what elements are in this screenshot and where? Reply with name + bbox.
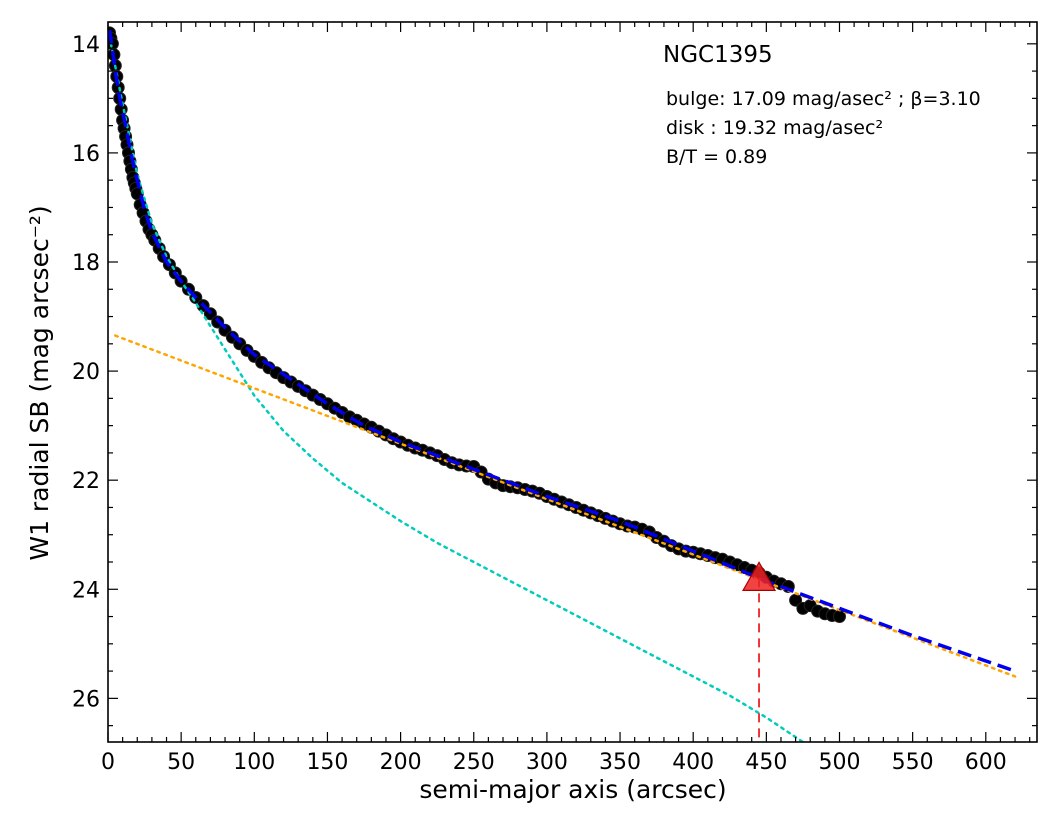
plot-frame xyxy=(107,21,1038,743)
x-tick-label: 450 xyxy=(745,750,787,775)
y-tick-label: 24 xyxy=(72,578,100,603)
x-tick-label: 50 xyxy=(167,750,195,775)
x-tick-label: 550 xyxy=(892,750,934,775)
y-tick-label: 20 xyxy=(72,360,100,385)
y-tick-label: 14 xyxy=(72,33,100,58)
annotation-disk: disk : 19.32 mag/asec² xyxy=(666,117,883,139)
x-tick-label: 600 xyxy=(965,750,1007,775)
x-axis-label: semi-major axis (arcsec) xyxy=(419,775,726,804)
x-tick-label: 250 xyxy=(453,750,495,775)
x-tick-label: 0 xyxy=(101,750,115,775)
y-axis-label: W1 radial SB (mag arcsec⁻²) xyxy=(25,205,54,560)
bulge-model-line xyxy=(109,42,805,742)
x-tick-label: 400 xyxy=(672,750,714,775)
y-tick-label: 22 xyxy=(72,469,100,494)
chart-title: NGC1395 xyxy=(663,42,773,68)
annotation-bt-ratio: B/T = 0.89 xyxy=(666,146,767,168)
x-tick-label: 300 xyxy=(526,750,568,775)
y-tick-label: 16 xyxy=(72,142,100,167)
x-tick-label: 200 xyxy=(380,750,422,775)
x-tick-label: 100 xyxy=(233,750,275,775)
y-tick-label: 18 xyxy=(72,251,100,276)
marker-triangle xyxy=(741,561,777,591)
y-tick-label: 26 xyxy=(72,687,100,712)
x-tick-label: 350 xyxy=(599,750,641,775)
annotation-bulge: bulge: 17.09 mag/asec² ; β=3.10 xyxy=(666,88,981,110)
x-tick-label: 500 xyxy=(818,750,860,775)
x-tick-label: 150 xyxy=(306,750,348,775)
total-model-line xyxy=(108,29,1016,673)
